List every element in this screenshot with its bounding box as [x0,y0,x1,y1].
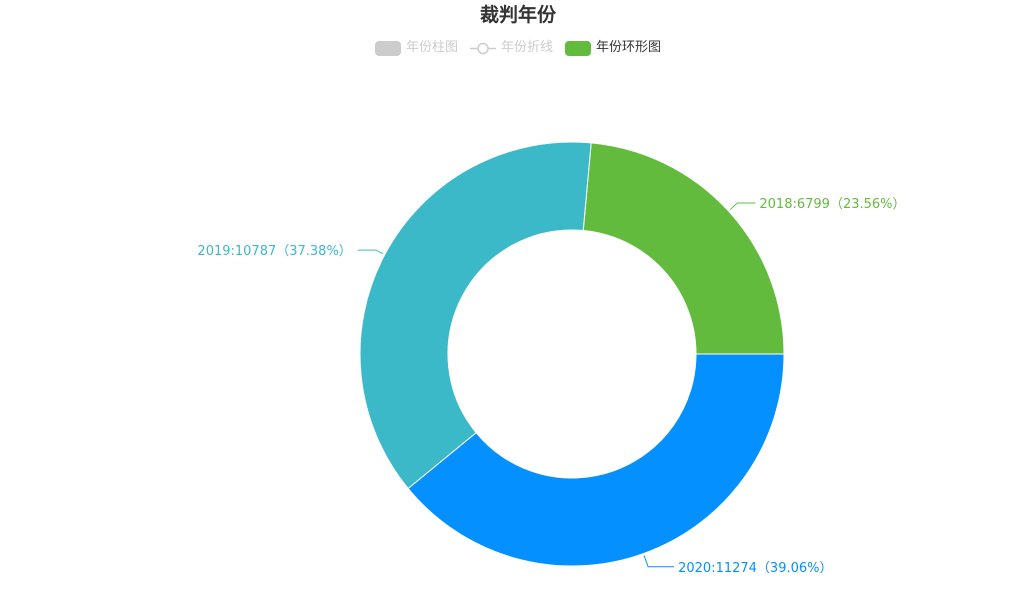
legend-item-line[interactable]: 年份折线 [469,38,553,58]
chart-legend: 年份柱图 年份折线 年份环形图 [0,38,1036,58]
slice-label-2018: 2018:6799（23.56%） [759,197,905,212]
legend-label-line: 年份折线 [500,40,553,55]
slice-label-2019: 2019:10787（37.38%） [197,244,351,259]
donut-legend-icon [565,40,591,56]
legend-item-bar[interactable]: 年份柱图 [374,38,458,58]
bar-legend-icon [374,40,401,56]
donut-slice-2020[interactable] [407,353,785,567]
leader-line-2020 [643,555,675,568]
leader-line-2019 [357,249,384,255]
donut-slice-2019[interactable] [359,141,592,490]
legend-label-donut: 年份环形图 [596,40,662,55]
donut-slice-2018[interactable] [582,142,785,355]
legend-item-donut[interactable]: 年份环形图 [565,38,661,58]
leader-line-2018 [729,202,756,211]
chart-title: 裁判年份 [479,4,556,26]
slice-label-2020: 2020:11274（39.06%） [678,561,832,576]
line-legend-icon [469,42,496,54]
legend-label-bar: 年份柱图 [405,40,458,55]
